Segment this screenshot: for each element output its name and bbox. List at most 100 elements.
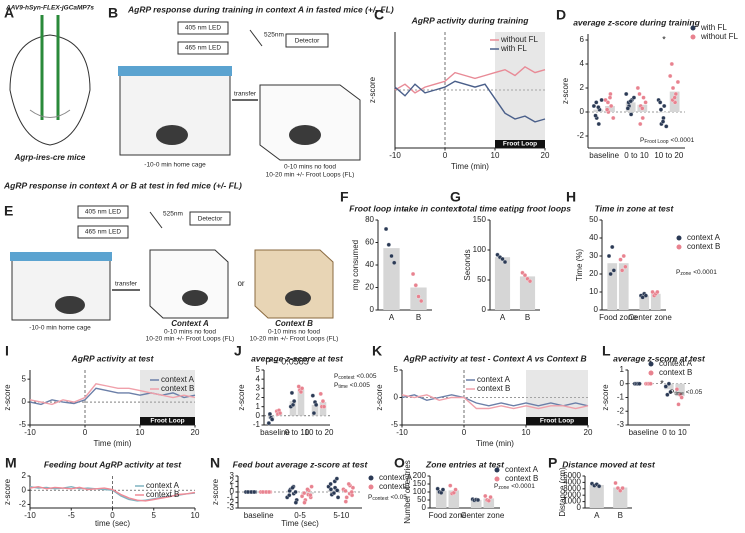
y-tick-label: -5	[391, 420, 399, 429]
stat-value: <0.0001	[511, 483, 535, 490]
y-axis-label: z-score	[375, 384, 384, 411]
legend-label: context B	[505, 474, 538, 483]
data-point	[640, 106, 645, 111]
panel-letter: E	[4, 203, 13, 219]
data-point	[624, 91, 629, 97]
y-tick-label: -1	[617, 393, 625, 402]
y-tick-label: 0	[230, 487, 235, 496]
data-point	[638, 121, 643, 127]
chart-title: Distance moved at test	[562, 459, 656, 469]
phase-label: 0-10 mins no food	[268, 329, 320, 336]
y-tick-label: 2	[230, 476, 235, 485]
x-tick-label: 5-10	[333, 511, 350, 520]
data-point	[290, 485, 295, 490]
y-axis-label: z-score	[3, 384, 12, 411]
detector-label: Detector	[295, 38, 320, 45]
data-point	[669, 61, 674, 67]
y-tick-label: 3000	[563, 484, 581, 493]
x-tick-label: A	[500, 313, 506, 322]
x-axis-label: Time (sec)	[281, 519, 319, 528]
data-point	[674, 387, 680, 392]
data-point	[328, 481, 333, 487]
legend-swatch	[690, 25, 696, 31]
y-tick-label: 6	[580, 35, 585, 44]
data-point	[640, 115, 645, 121]
legend-label: context A	[687, 233, 721, 242]
data-point	[625, 106, 631, 111]
emission-label: 525nm	[264, 32, 284, 39]
data-point	[665, 392, 670, 397]
x-tick-label: -10	[24, 428, 36, 437]
x-tick-label: 0 to 10	[285, 428, 310, 437]
chart-title: AgRP activity at test - Context A vs Con…	[402, 353, 586, 363]
x-tick-label: baseline	[589, 151, 619, 160]
legend-label: with FL	[500, 44, 527, 53]
x-tick-label: -10	[24, 511, 36, 520]
emission-label: 525nm	[163, 211, 183, 218]
legend-swatch	[648, 361, 654, 367]
y-tick-label: 0	[580, 107, 585, 116]
panel-letter: I	[5, 343, 9, 359]
annotation: P = 0.0585	[265, 356, 309, 366]
context-label: Context B	[275, 319, 313, 328]
data-point	[610, 244, 615, 250]
series-line	[394, 80, 546, 123]
x-axis-label: time (sec)	[95, 519, 130, 528]
bar	[297, 389, 305, 416]
legend-label: context A	[477, 375, 511, 384]
panel-letter: O	[394, 455, 405, 471]
y-axis-label: z-score	[211, 478, 220, 505]
stat-p: P	[640, 137, 644, 144]
data-point	[287, 488, 292, 494]
data-point	[266, 489, 272, 495]
stat-label: Pzone <0.0001	[494, 483, 535, 492]
data-point	[302, 490, 307, 496]
data-point	[334, 476, 340, 481]
y-tick-label: 0	[22, 485, 27, 494]
chart-title: average z-score at test	[613, 353, 706, 363]
data-point	[413, 283, 418, 288]
data-point	[392, 260, 397, 265]
x-tick-label: 0 to 10	[624, 151, 649, 160]
data-point	[311, 410, 317, 416]
stat-sub: Froot Loop	[644, 139, 668, 145]
legend-label: context A	[161, 375, 195, 384]
legend-swatch	[648, 370, 654, 376]
bar	[607, 263, 618, 310]
data-point	[663, 384, 668, 389]
data-point	[613, 480, 618, 486]
event-region	[526, 370, 588, 425]
series-line	[29, 485, 196, 502]
x-tick-label: B	[416, 313, 421, 322]
y-tick-label: 5	[256, 365, 261, 374]
series-line	[394, 65, 546, 94]
y-tick-label: -1	[253, 420, 261, 429]
bar	[483, 498, 495, 508]
data-point	[650, 289, 655, 295]
y-tick-label: 100	[413, 487, 427, 496]
data-point	[299, 494, 305, 499]
x-tick-label: 5	[152, 511, 157, 520]
data-point	[383, 226, 389, 232]
y-tick-label: 150	[413, 479, 427, 488]
data-point	[287, 493, 292, 498]
data-point	[643, 100, 648, 105]
legend-label: context A	[146, 481, 180, 490]
stat-label: Pcontext <0.005	[334, 373, 377, 382]
data-point	[335, 495, 341, 500]
data-point	[416, 294, 421, 299]
data-point	[593, 113, 598, 118]
data-point	[664, 124, 669, 129]
stat-label: Pcontext <0.05	[368, 494, 407, 503]
chart-title: Feed bout average z-score at test	[233, 459, 369, 469]
annotation: *	[660, 378, 664, 388]
data-point	[343, 499, 348, 504]
bar	[494, 257, 511, 310]
x-axis-label: Time (min)	[476, 439, 514, 448]
chart-title: AgRP activity during training	[411, 15, 530, 25]
data-point	[655, 289, 660, 295]
y-tick-label: -2	[577, 131, 585, 140]
legend-swatch	[676, 244, 682, 250]
data-point	[666, 381, 672, 386]
